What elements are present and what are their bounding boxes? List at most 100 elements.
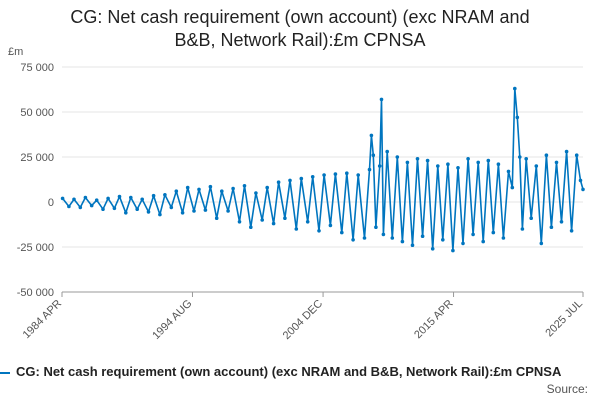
data-point: [283, 216, 287, 220]
data-point: [89, 203, 94, 208]
data-point: [226, 209, 230, 213]
x-tick-label: 2015 APR: [412, 298, 456, 342]
data-point: [524, 157, 528, 161]
data-point: [436, 164, 440, 168]
legend-label: CG: Net cash requirement (own account) (…: [16, 364, 562, 379]
x-tick-label: 2004 DEC: [281, 298, 325, 342]
data-point: [117, 194, 122, 199]
data-point: [276, 180, 281, 184]
data-point: [466, 157, 470, 161]
y-tick-label: 25 000: [20, 152, 54, 164]
data-point: [254, 191, 258, 195]
data-point: [112, 206, 117, 211]
chart-legend: CG: Net cash requirement (own account) (…: [0, 364, 600, 382]
data-point: [456, 166, 460, 170]
data-point: [151, 193, 156, 198]
data-point: [379, 97, 384, 102]
data-point: [203, 208, 208, 212]
x-tick-label: 1984 APR: [21, 298, 65, 342]
data-point: [328, 223, 333, 228]
data-point: [260, 218, 265, 222]
chart-title: CG: Net cash requirement (own account) (…: [0, 6, 600, 52]
data-point: [369, 133, 374, 138]
data-point: [496, 162, 501, 166]
data-point: [294, 227, 299, 231]
data-point: [520, 227, 525, 231]
data-point: [461, 241, 465, 246]
data-point: [192, 209, 196, 213]
data-point: [544, 153, 549, 157]
series-line: [61, 87, 584, 252]
data-point: [381, 232, 386, 237]
data-point: [146, 210, 151, 214]
data-point: [518, 155, 522, 159]
legend-swatch: [0, 371, 10, 374]
data-point: [569, 229, 574, 233]
data-point: [124, 211, 128, 215]
data-point: [169, 205, 174, 210]
data-point: [430, 247, 435, 251]
data-point: [322, 173, 326, 177]
data-point: [486, 158, 491, 163]
data-point: [559, 220, 564, 224]
data-point: [135, 207, 139, 211]
data-point: [529, 216, 533, 220]
data-point: [400, 239, 405, 244]
data-point: [163, 193, 167, 197]
data-point: [405, 160, 410, 165]
data-point: [197, 187, 201, 192]
data-point: [390, 236, 395, 240]
data-point: [67, 204, 71, 209]
y-tick-label: 0: [48, 197, 54, 209]
data-point: [574, 153, 579, 157]
data-point: [420, 234, 425, 238]
data-point: [395, 155, 400, 159]
data-point: [515, 115, 520, 120]
data-point: [158, 212, 162, 217]
data-point: [549, 225, 554, 229]
data-point: [271, 221, 276, 226]
data-point: [356, 173, 361, 177]
data-point: [340, 230, 344, 235]
data-point: [317, 229, 321, 233]
data-point: [242, 184, 247, 188]
x-tick-label: 1994 AUG: [150, 298, 194, 342]
data-point: [471, 232, 475, 237]
data-point: [510, 185, 515, 190]
data-point: [377, 164, 382, 168]
data-point: [60, 196, 65, 201]
data-point: [310, 175, 315, 179]
y-axis-unit-label: £m: [8, 46, 24, 58]
data-point: [451, 248, 455, 253]
data-point: [140, 197, 144, 202]
data-point: [214, 216, 219, 220]
data-point: [249, 225, 253, 229]
source-label: Source:: [546, 382, 588, 396]
data-point: [446, 162, 450, 166]
data-point: [333, 172, 338, 176]
chart-title-line-2: B&B, Network Rail):£m CPNSA: [174, 30, 426, 50]
y-tick-label: -50 000: [17, 287, 54, 299]
data-point: [345, 171, 349, 175]
data-point: [231, 186, 235, 191]
data-point: [513, 86, 517, 91]
data-point: [83, 195, 88, 200]
data-point: [220, 189, 224, 193]
data-point: [367, 167, 372, 172]
data-point: [481, 239, 486, 244]
data-point: [362, 236, 367, 240]
data-point: [501, 236, 506, 240]
data-point: [385, 149, 390, 154]
x-tick-label: 2025 JUL: [543, 298, 585, 340]
data-point: [554, 160, 559, 165]
y-tick-label: 50 000: [20, 107, 54, 119]
data-point: [106, 196, 110, 201]
data-point: [415, 157, 420, 161]
data-point: [265, 185, 270, 190]
data-point: [305, 220, 310, 224]
data-point: [185, 185, 190, 190]
data-point: [578, 178, 583, 183]
data-point: [208, 184, 213, 189]
data-point: [564, 149, 569, 154]
